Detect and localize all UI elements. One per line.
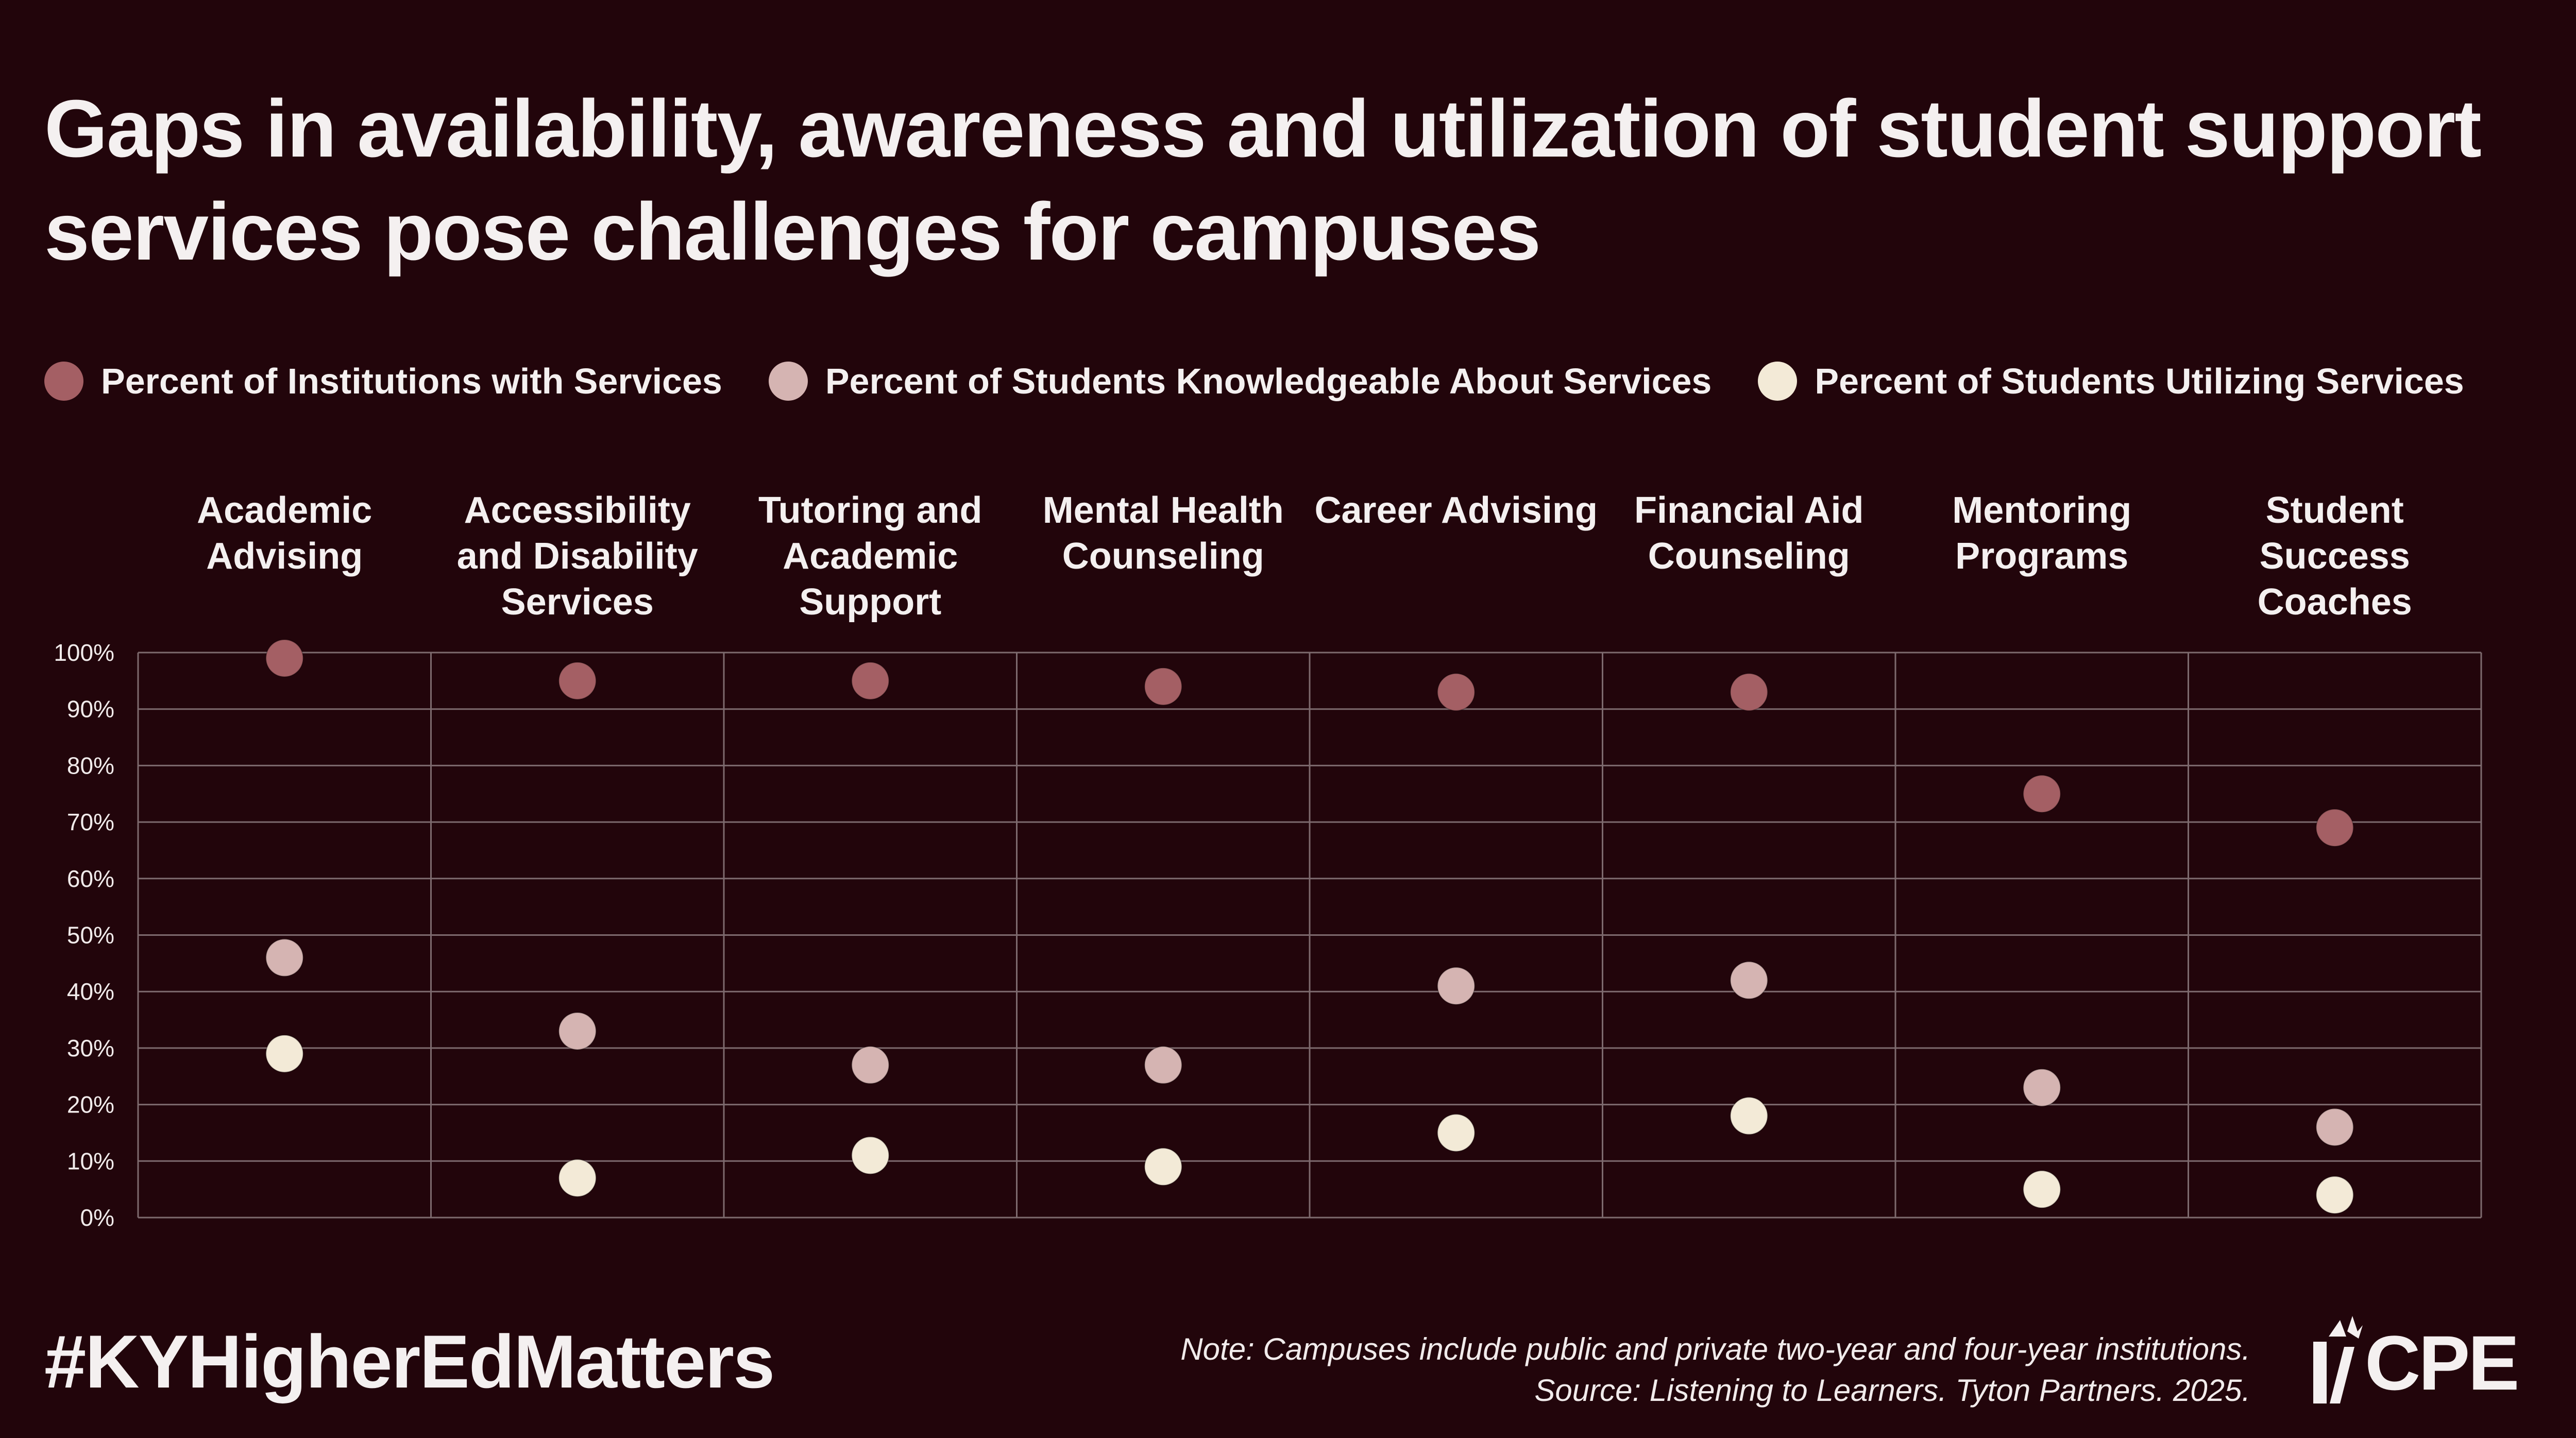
y-tick-label: 100% <box>54 639 114 666</box>
footnote: Note: Campuses include public and privat… <box>705 1329 2250 1411</box>
dot-knowledgeable-0 <box>265 938 304 977</box>
chart-title: Gaps in availability, awareness and util… <box>44 77 2517 283</box>
dot-institutions-0 <box>265 639 304 677</box>
dot-institutions-3 <box>1144 667 1182 706</box>
y-tick-label: 10% <box>67 1148 114 1174</box>
category-label: Accessibility and Disability Services <box>457 490 698 623</box>
y-tick-label: 0% <box>80 1204 114 1231</box>
dot-utilizing-6 <box>2023 1170 2061 1209</box>
dot-knowledgeable-6 <box>2023 1068 2061 1107</box>
legend-swatch-knowledgeable <box>768 362 808 401</box>
legend-swatch-institutions <box>44 362 83 401</box>
logo-text: CPE <box>2365 1320 2519 1406</box>
category-label: Student Success Coaches <box>2258 490 2412 623</box>
legend-label-knowledgeable: Percent of Students Knowledgeable About … <box>825 361 1712 401</box>
legend: Percent of Institutions with Services Pe… <box>44 355 2511 407</box>
dot-knowledgeable-2 <box>851 1046 890 1084</box>
y-tick-label: 50% <box>67 922 114 949</box>
dot-utilizing-3 <box>1144 1148 1182 1186</box>
dot-utilizing-2 <box>851 1136 890 1175</box>
category-label: Career Advising <box>1314 490 1598 531</box>
dot-utilizing-7 <box>2315 1176 2354 1214</box>
dot-institutions-2 <box>851 661 890 700</box>
note-text: Note: Campuses include public and privat… <box>1180 1332 2250 1366</box>
title-line-2: services pose challenges for campuses <box>44 186 1541 277</box>
category-label: Mental Health Counseling <box>1043 490 1284 577</box>
category-label: Academic Advising <box>197 490 372 577</box>
cpe-logo-icon <box>2313 1316 2363 1403</box>
dot-knowledgeable-5 <box>1730 961 1768 1000</box>
dot-institutions-6 <box>2023 775 2061 813</box>
legend-item-utilizing: Percent of Students Utilizing Services <box>1758 361 2464 402</box>
dot-knowledgeable-3 <box>1144 1046 1182 1084</box>
legend-item-institutions: Percent of Institutions with Services <box>44 361 722 402</box>
title-line-1: Gaps in availability, awareness and util… <box>44 83 2482 174</box>
dot-knowledgeable-7 <box>2315 1108 2354 1146</box>
dot-institutions-7 <box>2315 809 2354 847</box>
dot-institutions-1 <box>558 661 597 700</box>
dot-utilizing-1 <box>558 1159 597 1197</box>
dot-knowledgeable-1 <box>558 1012 597 1050</box>
legend-item-knowledgeable: Percent of Students Knowledgeable About … <box>768 361 1712 402</box>
y-tick-label: 70% <box>67 809 114 835</box>
y-tick-label: 40% <box>67 978 114 1005</box>
dot-institutions-4 <box>1437 673 1476 711</box>
y-tick-label: 60% <box>67 865 114 892</box>
dot-utilizing-0 <box>265 1034 304 1073</box>
dot-institutions-5 <box>1730 673 1768 711</box>
category-label: Financial Aid Counseling <box>1634 490 1863 577</box>
y-tick-label: 20% <box>67 1091 114 1118</box>
category-label: Tutoring and Academic Support <box>758 490 982 623</box>
dot-utilizing-4 <box>1437 1114 1476 1152</box>
legend-swatch-utilizing <box>1758 362 1798 401</box>
legend-label-utilizing: Percent of Students Utilizing Services <box>1815 361 2464 401</box>
dot-utilizing-5 <box>1730 1097 1768 1135</box>
category-label: Mentoring Programs <box>1952 490 2131 577</box>
hashtag: #KYHigherEdMatters <box>44 1320 775 1403</box>
source-text: Source: Listening to Learners. Tyton Par… <box>1534 1373 2250 1408</box>
y-tick-label: 90% <box>67 696 114 723</box>
y-tick-label: 30% <box>67 1035 114 1062</box>
y-tick-label: 80% <box>67 752 114 779</box>
dot-knowledgeable-4 <box>1437 967 1476 1005</box>
legend-label-institutions: Percent of Institutions with Services <box>101 361 722 401</box>
